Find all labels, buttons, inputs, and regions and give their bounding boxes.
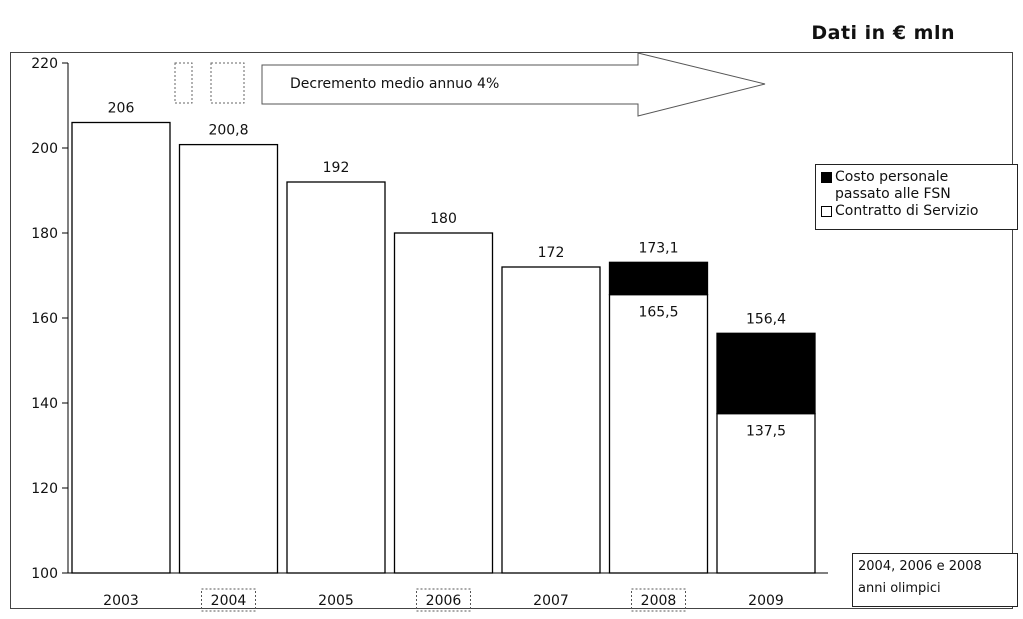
y-tick-label: 200: [31, 141, 58, 157]
legend: Costo personale passato alle FSN Contrat…: [815, 164, 1018, 230]
x-tick-label-2005: 2005: [318, 593, 354, 609]
x-tick-label-2008: 2008: [641, 593, 677, 609]
legend-label-contratto: Contratto di Servizio: [835, 203, 979, 219]
y-tick-label: 220: [31, 56, 58, 72]
base-label-2009: 137,5: [746, 424, 786, 440]
dashed-box-2: [210, 62, 245, 104]
total-label-2003: 206: [108, 101, 135, 117]
legend-label-costo-2: passato alle FSN: [835, 186, 951, 202]
chart-frame: [10, 52, 1013, 609]
olympic-note: 2004, 2006 e 2008 anni olimpici: [852, 553, 1018, 607]
legend-item-contratto: Contratto di Servizio: [821, 203, 1013, 220]
base-label-2008: 165,5: [638, 305, 678, 321]
y-tick-label: 100: [31, 566, 58, 582]
bar-contratto-2007: [501, 266, 601, 574]
x-tick-label-2009: 2009: [748, 593, 784, 609]
y-tick-label: 120: [31, 481, 58, 497]
note-line-1: 2004, 2006 e 2008: [858, 559, 982, 574]
x-tick-label-2003: 2003: [103, 593, 139, 609]
bar-contratto-2008: [608, 293, 709, 574]
unit-label: Dati in € mln: [811, 22, 955, 44]
total-label-2005: 192: [323, 160, 350, 176]
bar-costo-2008: [608, 261, 709, 296]
olympic-box-2006: [416, 588, 471, 612]
trend-arrow-icon: [261, 52, 766, 117]
legend-item-costo: Costo personale passato alle FSN: [821, 169, 1013, 203]
total-label-2004: 200,8: [208, 123, 248, 139]
bar-contratto-2006: [393, 232, 494, 574]
total-label-2006: 180: [430, 211, 457, 227]
dashed-box-1: [174, 62, 193, 104]
x-tick-label-2004: 2004: [211, 593, 247, 609]
total-label-2008: 173,1: [638, 240, 678, 256]
y-tick-label: 140: [31, 396, 58, 412]
arrow-text: Decremento medio annuo 4%: [290, 76, 499, 92]
y-tick-label: 180: [31, 226, 58, 242]
legend-label-costo-1: Costo personale: [835, 169, 949, 185]
legend-swatch-white: [821, 206, 832, 217]
note-line-2: anni olimpici: [858, 581, 941, 596]
bar-contratto-2003: [71, 121, 171, 574]
x-tick-label-2007: 2007: [533, 593, 569, 609]
y-tick-label: 160: [31, 311, 58, 327]
legend-swatch-black: [821, 172, 832, 183]
olympic-box-2008: [631, 588, 686, 612]
bar-contratto-2004: [178, 143, 279, 574]
olympic-box-2004: [201, 588, 256, 612]
total-label-2007: 172: [538, 245, 565, 261]
bar-contratto-2009: [716, 412, 816, 574]
x-tick-label-2006: 2006: [426, 593, 462, 609]
bar-contratto-2005: [286, 181, 386, 574]
bar-costo-2009: [716, 332, 816, 415]
total-label-2009: 156,4: [746, 311, 786, 327]
